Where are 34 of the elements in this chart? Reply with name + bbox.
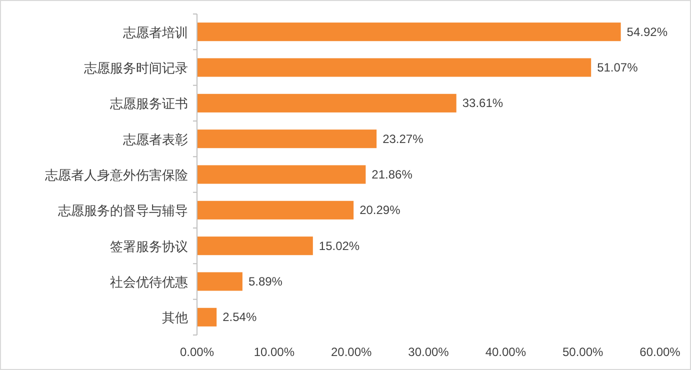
data-label: 5.89% (248, 274, 283, 288)
y-tick-label: 志愿者人身意外伤害保险 (45, 168, 188, 182)
bar (197, 308, 217, 326)
y-tick-label: 其他 (162, 310, 188, 326)
x-tick-label: 50.00% (562, 345, 604, 359)
x-tick-label: 30.00% (408, 345, 450, 359)
bar (197, 236, 313, 256)
y-tick-label: 志愿服务证书 (110, 96, 188, 112)
data-label: 20.29% (360, 203, 401, 218)
y-tick-label: 志愿服务的督导与辅导 (58, 203, 188, 218)
x-tick-label: 40.00% (485, 345, 526, 359)
data-label: 15.02% (318, 238, 360, 253)
bar (197, 200, 354, 220)
data-label: 2.54% (222, 310, 257, 324)
bar (197, 22, 621, 42)
data-label: 21.86% (372, 168, 413, 182)
y-tick-label: 签署服务协议 (110, 238, 188, 254)
y-tick-label: 志愿服务时间记录 (84, 60, 188, 76)
data-label: 23.27% (382, 132, 424, 146)
bar (197, 94, 456, 112)
x-tick-label: 60.00% (640, 345, 681, 359)
x-tick-label: 20.00% (330, 345, 372, 359)
y-tick-label: 志愿者培训 (123, 24, 188, 40)
y-tick-label: 志愿者表彰 (123, 132, 188, 147)
data-label: 54.92% (626, 24, 668, 39)
data-label: 33.61% (462, 96, 504, 110)
y-tick-label: 社会优待优惠 (110, 274, 188, 290)
x-tick-label: 0.00% (180, 345, 214, 359)
bar (197, 130, 377, 148)
bar (197, 165, 366, 184)
x-tick-label: 10.00% (254, 345, 295, 359)
data-label: 51.07% (597, 60, 638, 74)
bar (197, 272, 242, 291)
bar (197, 58, 592, 77)
